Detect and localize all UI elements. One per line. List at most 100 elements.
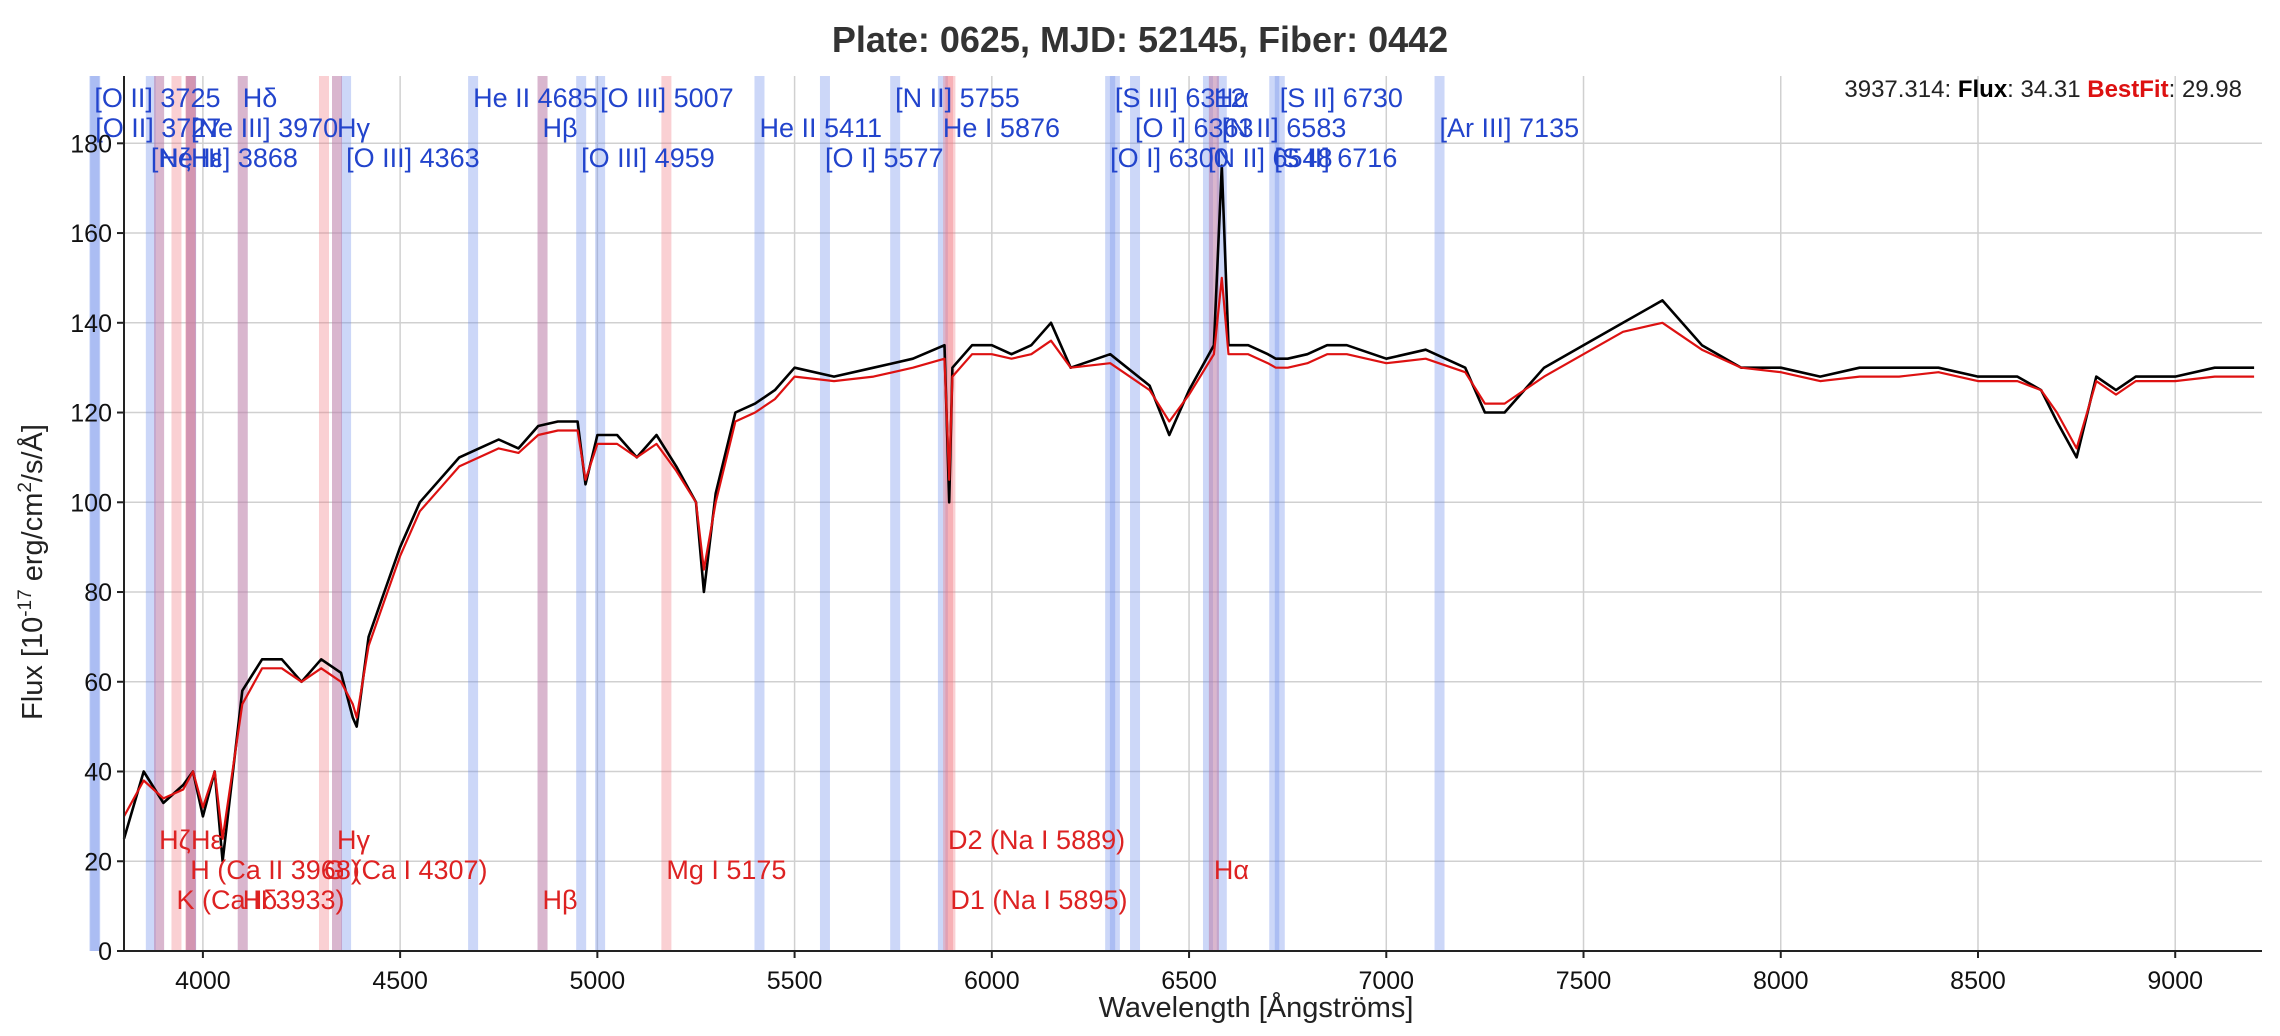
- x-tick-label: 5500: [767, 967, 823, 995]
- y-axis-label-superscript: 2: [15, 482, 36, 493]
- x-tick-label: 4500: [372, 967, 428, 995]
- emission-line-band: [1274, 76, 1285, 951]
- emission-line-band: [1202, 76, 1213, 951]
- y-tick-label: 40: [84, 759, 112, 787]
- emission-line-label: Hε: [191, 143, 223, 173]
- readout-wavelength: 3937.314: [1844, 76, 1945, 103]
- x-tick-label: 5000: [570, 967, 626, 995]
- emission-line-label: Hα: [1214, 83, 1249, 113]
- emission-line-label: Hγ: [337, 113, 370, 143]
- emission-line-label: [S III] 6312: [1115, 83, 1246, 113]
- emission-line-band: [186, 76, 197, 951]
- absorption-line-band: [1208, 76, 1219, 951]
- emission-line-label: [O III] 4363: [346, 143, 480, 173]
- absorption-line-band: [186, 76, 197, 951]
- absorption-line-label: Mg I 5175: [666, 855, 786, 885]
- emission-line-band: [468, 76, 479, 951]
- emission-line-band: [237, 76, 248, 951]
- chart-title: Plate: 0625, MJD: 52145, Fiber: 0442: [832, 19, 1448, 60]
- emission-line-band: [341, 76, 352, 951]
- y-tick-label: 20: [84, 848, 112, 876]
- emission-line-label: Hβ: [543, 113, 578, 143]
- plot-background: [124, 76, 2262, 951]
- absorption-line-band: [318, 76, 329, 951]
- absorption-line-band: [154, 76, 165, 951]
- emission-line-label: He II 4685: [473, 83, 598, 113]
- absorption-line-band: [945, 76, 956, 951]
- readout-flux-value: 34.31: [2020, 76, 2081, 103]
- x-tick-label: 6000: [964, 967, 1020, 995]
- bestfit-series-line: [123, 276, 2255, 840]
- y-tick-label: 60: [84, 669, 112, 697]
- cursor-readout: 3937.314: Flux: 34.31 BestFit: 29.98: [1844, 76, 2242, 103]
- absorption-line-label: G (Ca I 4307): [324, 855, 488, 885]
- emission-line-band: [332, 76, 343, 951]
- emission-line-band: [1109, 76, 1120, 951]
- emission-line-label: [S II] 6716: [1274, 143, 1397, 173]
- y-axis-label: Flux [10-17 erg/cm2/s/Å]: [15, 424, 49, 720]
- absorption-line-band: [943, 76, 954, 951]
- emission-line-band: [595, 76, 606, 951]
- x-tick-label: 4000: [175, 967, 231, 995]
- absorption-line-band: [332, 76, 343, 951]
- emission-line-band: [537, 76, 548, 951]
- emission-line-label: [Ne III] 3868: [151, 143, 298, 173]
- x-tick-label: 9000: [2147, 967, 2203, 995]
- absorption-line-label: Hε: [191, 825, 223, 855]
- emission-line-label: [Ar III] 7135: [1440, 113, 1580, 143]
- y-tick-label: 100: [70, 489, 112, 517]
- x-axis-label: Wavelength [Ångströms]: [1099, 991, 1414, 1024]
- readout-flux-label: Flux: [1957, 76, 2008, 103]
- emission-line-label: [N II] 6548: [1208, 143, 1333, 173]
- emission-line-band: [819, 76, 830, 951]
- y-tick-label: 0: [98, 938, 112, 966]
- absorption-line-label: Hβ: [543, 885, 578, 915]
- readout-bestfit-label: BestFit: [2087, 76, 2169, 103]
- absorption-line-band: [661, 76, 672, 951]
- y-axis-label-superscript: -17: [15, 589, 36, 616]
- y-tick-label: 160: [70, 220, 112, 248]
- emission-line-band: [90, 76, 101, 951]
- x-tick-label: 8000: [1753, 967, 1809, 995]
- emission-line-band: [1216, 76, 1227, 951]
- emission-line-band: [754, 76, 765, 951]
- emission-line-band: [1208, 76, 1219, 951]
- emission-line-label: [N II] 5755: [895, 83, 1020, 113]
- emission-line-band: [1269, 76, 1280, 951]
- x-tick-label: 8500: [1950, 967, 2006, 995]
- absorption-line-label: K (Ca II 3933): [176, 885, 344, 915]
- x-tick-label: 6500: [1161, 967, 1217, 995]
- absorption-line-band: [185, 76, 196, 951]
- emission-line-band: [576, 76, 587, 951]
- absorption-line-label: Hα: [1214, 855, 1249, 885]
- emission-line-label: [O I] 6363: [1135, 113, 1254, 143]
- absorption-line-label: D2 (Na I 5889): [948, 825, 1125, 855]
- emission-line-band: [1130, 76, 1141, 951]
- y-axis-label-part: Flux [10: [17, 617, 49, 720]
- emission-line-band: [937, 76, 948, 951]
- emission-line-band: [1434, 76, 1445, 951]
- absorption-line-band: [537, 76, 548, 951]
- emission-line-label: [S II] 6730: [1280, 83, 1403, 113]
- absorption-line-label: Hγ: [337, 825, 370, 855]
- emission-line-band: [1105, 76, 1116, 951]
- x-tick-label: 7000: [1358, 967, 1414, 995]
- y-axis-label-part: /s/Å]: [16, 424, 49, 482]
- emission-line-label: He I 5876: [943, 113, 1060, 143]
- x-tick-label: 7500: [1556, 967, 1612, 995]
- absorption-line-label: Hζ: [159, 825, 190, 855]
- y-axis-label-part: erg/cm: [17, 493, 49, 590]
- emission-line-band: [186, 76, 197, 951]
- y-tick-label: 120: [70, 400, 112, 428]
- absorption-line-label: Hδ: [243, 885, 278, 915]
- emission-line-band: [145, 76, 156, 951]
- emission-line-label: [O I] 5577: [825, 143, 944, 173]
- emission-line-band: [154, 76, 165, 951]
- y-tick-label: 80: [84, 579, 112, 607]
- emission-line-band: [890, 76, 901, 951]
- emission-line-label: [O II] 3727: [95, 113, 221, 143]
- emission-line-label: [O III] 4959: [581, 143, 715, 173]
- readout-bestfit-value: 29.98: [2181, 76, 2242, 103]
